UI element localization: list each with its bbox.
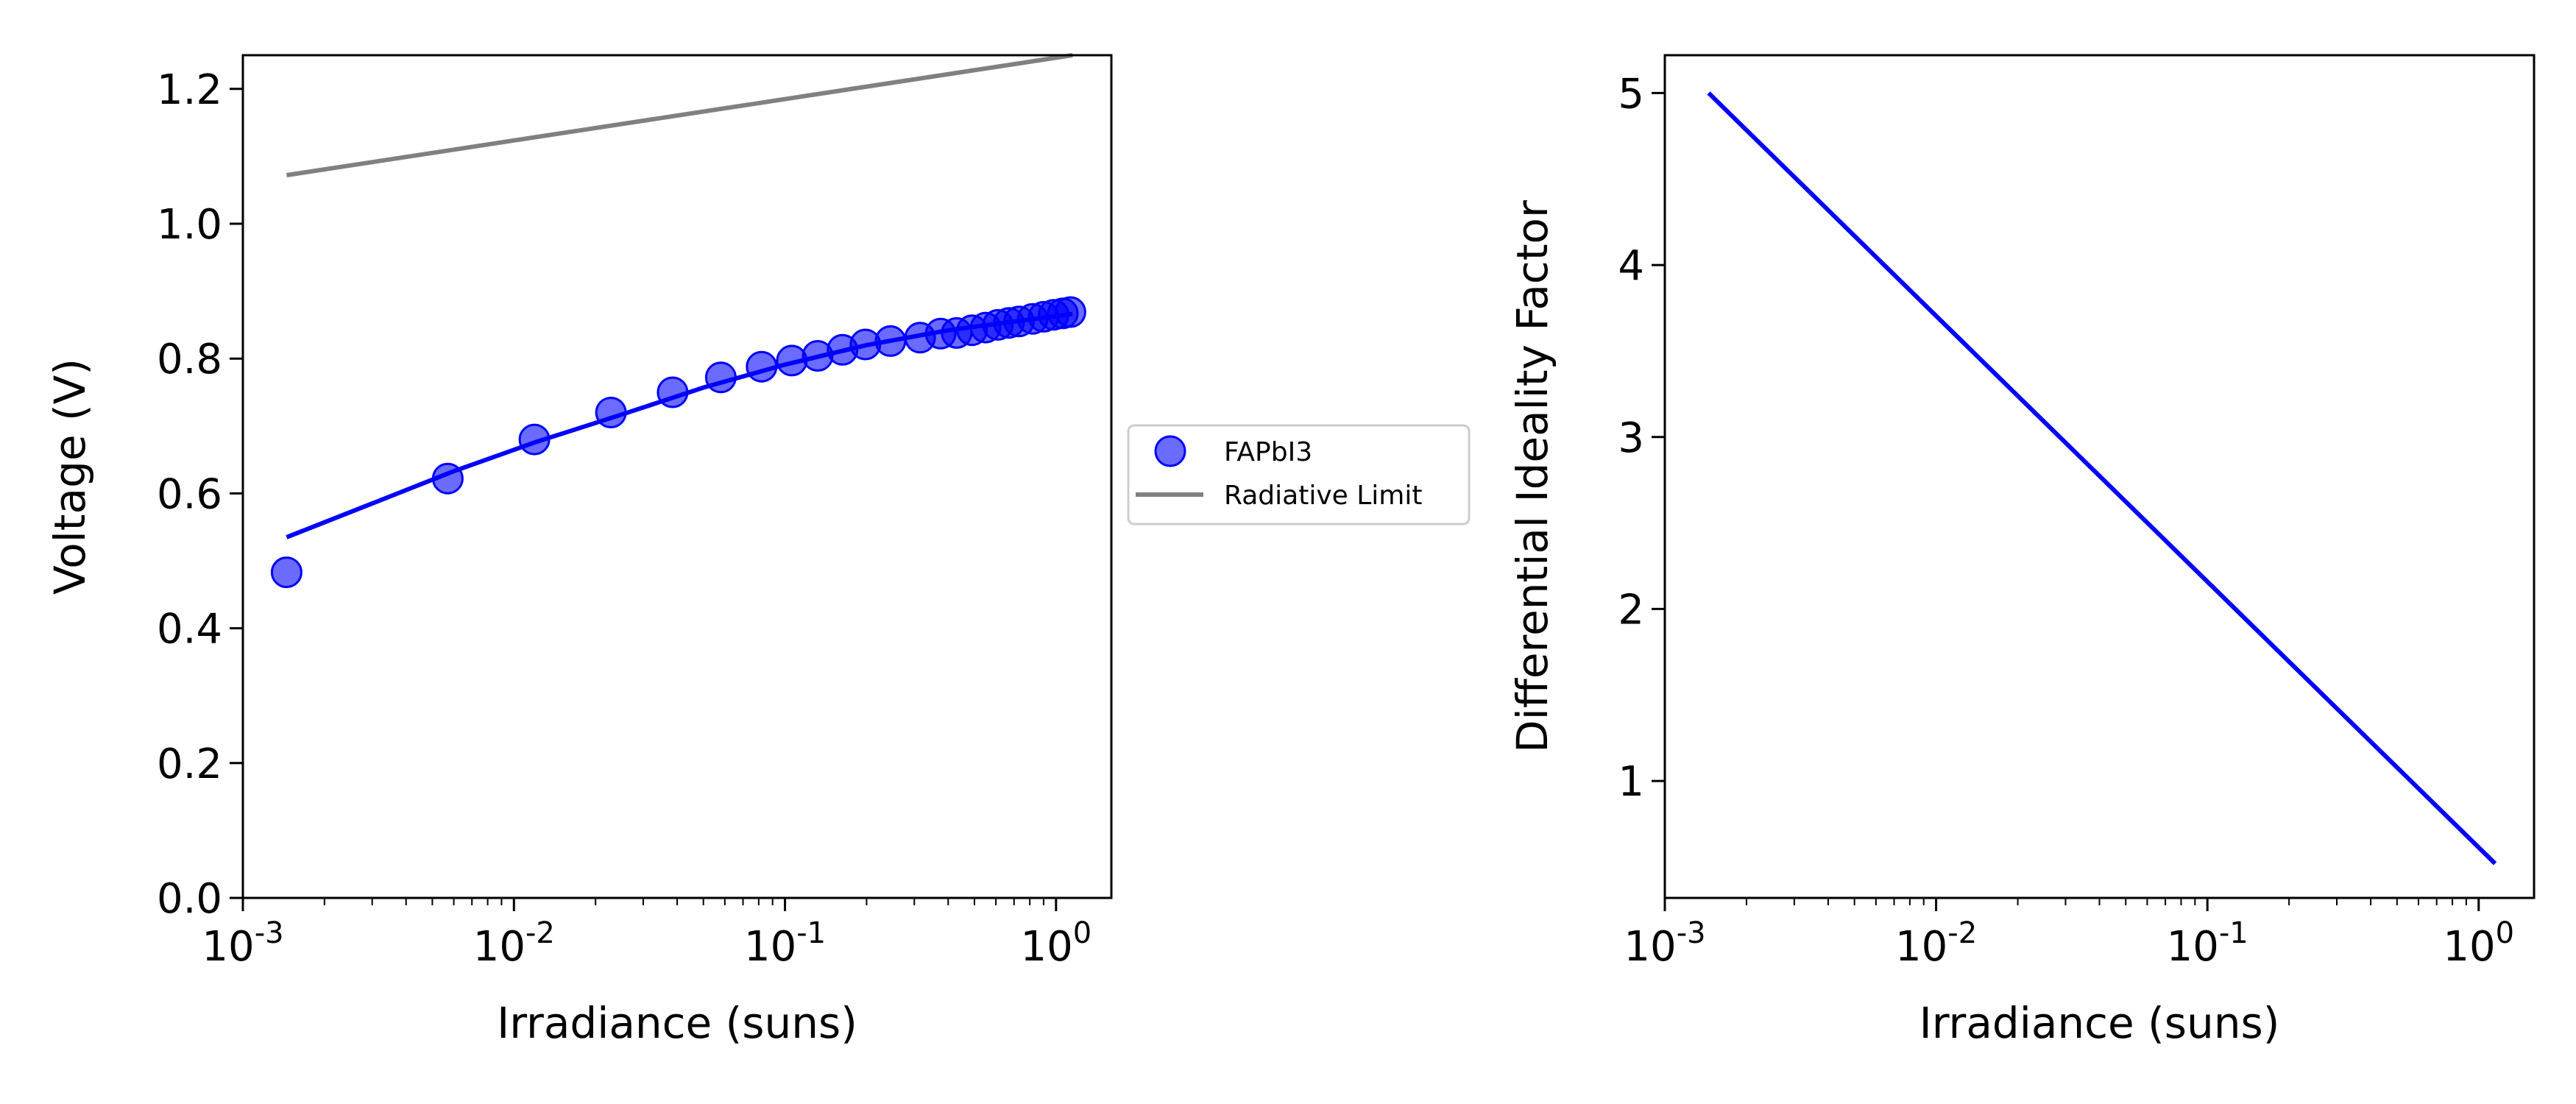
- y-tick-label: 0.4: [157, 606, 222, 654]
- ideality-panel: 10-3 10-2 10-1 100 1 2 3 4 5 Irradiance (suns) Dif…: [1507, 54, 2536, 1048]
- y-tick-label: 1.2: [157, 66, 222, 114]
- x-tick-label: 10-1: [744, 916, 826, 971]
- legend: FAPbI3 Radiative Limit: [1127, 424, 1471, 526]
- data-point: [1054, 296, 1086, 328]
- y-tick-label: 2: [1618, 586, 1644, 634]
- legend-label-radiative-limit: Radiative Limit: [1224, 481, 1422, 511]
- x-tick-label: 10-1: [2167, 916, 2248, 971]
- x-axis-label: Irradiance (suns): [1919, 998, 2280, 1048]
- legend-box: [1127, 424, 1471, 526]
- data-point: [270, 556, 302, 589]
- fit-line: [286, 311, 1073, 539]
- x-axis-label: Irradiance (suns): [497, 998, 857, 1048]
- legend-marker-fapbi3: [1154, 435, 1186, 467]
- x-tick-label: 100: [1020, 916, 1091, 971]
- x-tick-label: 10-2: [473, 916, 555, 971]
- x-tick-label: 10-3: [1624, 916, 1705, 971]
- y-tick-label: 1.0: [157, 201, 222, 249]
- y-tick-label: 0.8: [157, 336, 222, 383]
- y-tick-label: 0.0: [157, 875, 222, 923]
- plot-frame: [241, 54, 1113, 899]
- y-axis-label: Differential Ideality Factor: [1507, 200, 1557, 753]
- y-tick-label: 3: [1618, 414, 1644, 462]
- y-tick-label: 1: [1618, 758, 1644, 806]
- legend-label-fapbi3: FAPbI3: [1224, 437, 1312, 467]
- x-tick-label: 10-3: [202, 916, 283, 971]
- x-tick-label: 10-2: [1895, 916, 1977, 971]
- ideality-line: [1707, 91, 2497, 866]
- voltage-panel: 10-3 10-2 10-1 100 0.0 0.2 0.4 0.6 0.8 1.0 1.2 Irra…: [45, 53, 1113, 1048]
- y-tick-label: 0.2: [157, 740, 222, 788]
- x-tick-label: 100: [2443, 916, 2514, 971]
- y-axis-label: Voltage (V): [45, 358, 95, 595]
- y-tick-label: 4: [1618, 242, 1644, 290]
- radiative-limit-line: [286, 53, 1073, 177]
- y-tick-label: 0.6: [157, 470, 222, 518]
- y-tick-label: 5: [1618, 70, 1644, 118]
